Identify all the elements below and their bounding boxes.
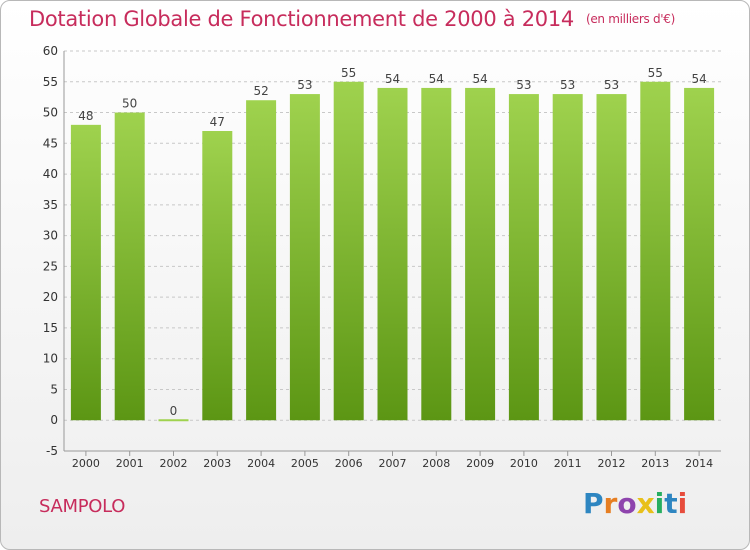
x-tick-label-2003: 2003	[203, 457, 231, 470]
x-tick-label-2004: 2004	[247, 457, 275, 470]
bar-2013	[640, 81, 671, 421]
value-label-2006: 55	[341, 66, 356, 80]
y-tick-label: 25	[43, 259, 58, 273]
x-tick-label-2011: 2011	[554, 457, 582, 470]
chart-unit-note: (en milliers d'€)	[585, 12, 675, 26]
logo-letter: o	[617, 487, 637, 520]
value-label-2011: 53	[560, 78, 575, 92]
bar-2010	[508, 94, 539, 421]
value-label-2003: 47	[210, 115, 225, 129]
logo-letter: P	[583, 487, 604, 520]
x-tick-label-2014: 2014	[685, 457, 713, 470]
y-tick-label: 20	[43, 290, 58, 304]
x-tick-label-2002: 2002	[160, 457, 188, 470]
y-tick-label: 45	[43, 136, 58, 150]
value-label-2002: 0	[170, 404, 178, 418]
y-tick-label: -5	[46, 444, 58, 458]
value-label-2001: 50	[122, 97, 137, 111]
chart-title: Dotation Globale de Fonctionnement de 20…	[29, 7, 675, 31]
bar-2005	[289, 94, 320, 421]
value-label-2008: 54	[429, 72, 444, 86]
bar-2001	[114, 112, 145, 421]
bar-2014	[684, 87, 715, 421]
value-label-2007: 54	[385, 72, 400, 86]
logo-letter: i	[677, 487, 688, 520]
y-tick-label: 55	[43, 75, 58, 89]
bar-2000	[70, 124, 101, 421]
value-label-2010: 53	[516, 78, 531, 92]
bar-2011	[552, 94, 583, 421]
bar-2009	[465, 87, 496, 421]
x-tick-label-2000: 2000	[72, 457, 100, 470]
y-tick-label: 50	[43, 106, 58, 120]
x-tick-label-2012: 2012	[598, 457, 626, 470]
bar-2003	[202, 131, 233, 421]
y-tick-label: 10	[43, 352, 58, 366]
bar-2008	[421, 87, 452, 421]
chart-title-text: Dotation Globale de Fonctionnement de 20…	[29, 7, 574, 31]
value-label-2005: 53	[297, 78, 312, 92]
bar-2006	[333, 81, 364, 421]
logo-letter: t	[664, 487, 678, 520]
bar-2012	[596, 94, 627, 421]
bar-2004	[246, 100, 277, 421]
value-label-2014: 54	[691, 72, 706, 86]
value-label-2004: 52	[253, 84, 268, 98]
y-tick-label: 35	[43, 198, 58, 212]
logo-letter: r	[603, 487, 618, 520]
y-tick-label: 60	[43, 44, 58, 58]
y-tick-label: 30	[43, 229, 58, 243]
x-tick-label-2010: 2010	[510, 457, 538, 470]
logo-letter: i	[654, 487, 665, 520]
bar-2007	[377, 87, 408, 421]
value-label-2012: 53	[604, 78, 619, 92]
x-tick-label-2007: 2007	[379, 457, 407, 470]
y-tick-label: 15	[43, 321, 58, 335]
x-tick-label-2009: 2009	[466, 457, 494, 470]
y-tick-label: 0	[50, 413, 58, 427]
x-tick-label-2013: 2013	[641, 457, 669, 470]
y-tick-label: 5	[50, 382, 58, 396]
proxiti-logo: Proxiti	[583, 487, 687, 520]
value-label-2000: 48	[78, 109, 93, 123]
x-tick-label-2005: 2005	[291, 457, 319, 470]
value-label-2013: 55	[648, 66, 663, 80]
x-tick-label-2006: 2006	[335, 457, 363, 470]
x-tick-label-2001: 2001	[116, 457, 144, 470]
x-tick-label-2008: 2008	[422, 457, 450, 470]
value-label-2009: 54	[472, 72, 487, 86]
logo-letter: x	[636, 487, 655, 520]
commune-name: SAMPOLO	[39, 496, 126, 517]
y-tick-label: 40	[43, 167, 58, 181]
